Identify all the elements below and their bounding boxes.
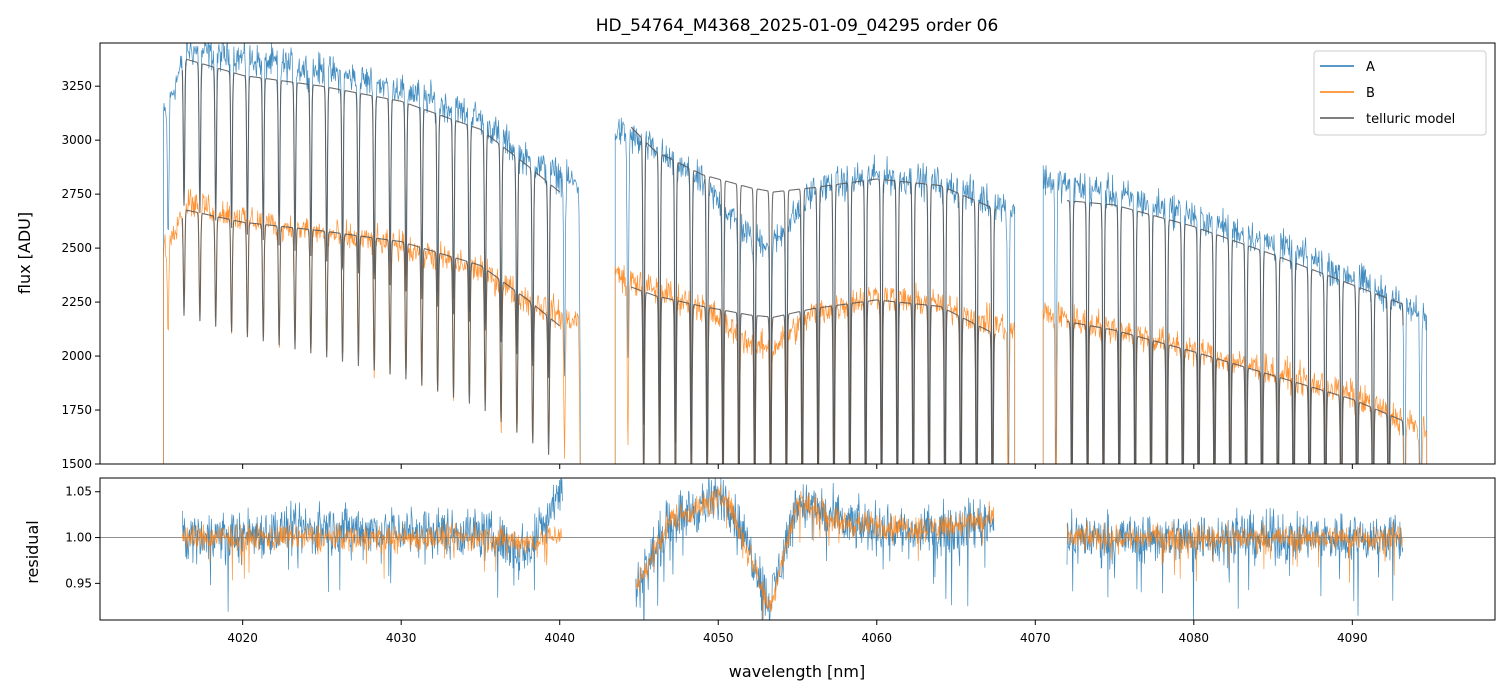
series-b-residual-line-1 xyxy=(635,484,995,620)
wavelength-x-tick-label: 4030 xyxy=(386,631,417,645)
wavelength-x-tick-label: 4060 xyxy=(861,631,892,645)
telluric-model-line-a-2 xyxy=(1067,200,1404,464)
series-a-flux-line-2 xyxy=(1042,165,1428,464)
series-b-residual-line-2 xyxy=(1066,520,1403,583)
wavelength-x-tick-label: 4020 xyxy=(227,631,258,645)
flux-y-tick-label: 2000 xyxy=(61,349,92,363)
flux-y-tick-label: 3000 xyxy=(61,133,92,147)
legend: A B telluric model xyxy=(1313,50,1487,136)
flux-y-tick-label: 2500 xyxy=(61,241,92,255)
series-a-residual-line-0 xyxy=(182,478,563,612)
legend-box xyxy=(1313,50,1487,136)
telluric-model-line-a-0 xyxy=(181,58,561,378)
legend-label-a: A xyxy=(1366,60,1375,75)
series-a-residual-line-2 xyxy=(1066,507,1404,620)
series-b-residual-line-0 xyxy=(182,521,563,581)
flux-y-tick-label: 3250 xyxy=(61,79,92,93)
series-b-flux-line-2 xyxy=(1042,301,1428,464)
wavelength-x-tick-label: 4090 xyxy=(1337,631,1368,645)
chart-title: HD_54764_M4368_2025-01-09_04295 order 06 xyxy=(596,16,999,36)
telluric-model-line-b-0 xyxy=(181,209,561,455)
flux-y-tick-label: 1750 xyxy=(61,403,92,417)
residual-axis-label: residual xyxy=(23,520,42,583)
flux-y-tick-label: 2750 xyxy=(61,187,92,201)
residual-y-tick-label: 1.00 xyxy=(65,531,92,545)
flux-panel-frame xyxy=(99,42,1496,465)
flux-y-tick-label: 2250 xyxy=(61,295,92,309)
flux-y-tick-label: 1500 xyxy=(61,457,92,471)
series-a-flux-line-1 xyxy=(614,117,1016,464)
residual-y-tick-label: 0.95 xyxy=(65,576,92,590)
residual-y-tick-label: 1.05 xyxy=(65,485,92,499)
wavelength-x-tick-label: 4070 xyxy=(1020,631,1051,645)
flux-axis-label: flux [ADU] xyxy=(15,212,34,294)
telluric-model-line-b-1 xyxy=(630,286,996,464)
wavelength-x-tick-label: 4040 xyxy=(544,631,575,645)
wavelength-axis-label: wavelength [nm] xyxy=(729,662,866,681)
wavelength-x-tick-label: 4050 xyxy=(703,631,734,645)
residual-panel-frame xyxy=(99,477,1496,621)
legend-label-telluric-model: telluric model xyxy=(1366,112,1455,127)
wavelength-x-tick-label: 4080 xyxy=(1179,631,1210,645)
flux-panel: 1500 1750 2000 2250 2500 2750 3000 3250 flux [A… xyxy=(15,42,1496,471)
telluric-model-line-b-2 xyxy=(1066,320,1404,464)
residual-panel: 0.95 1.00 1.05 4020 4030 4040 4050 4060 4070 408… xyxy=(23,477,1496,681)
series-b-flux-line-1 xyxy=(614,265,1016,464)
legend-label-b: B xyxy=(1366,86,1375,101)
